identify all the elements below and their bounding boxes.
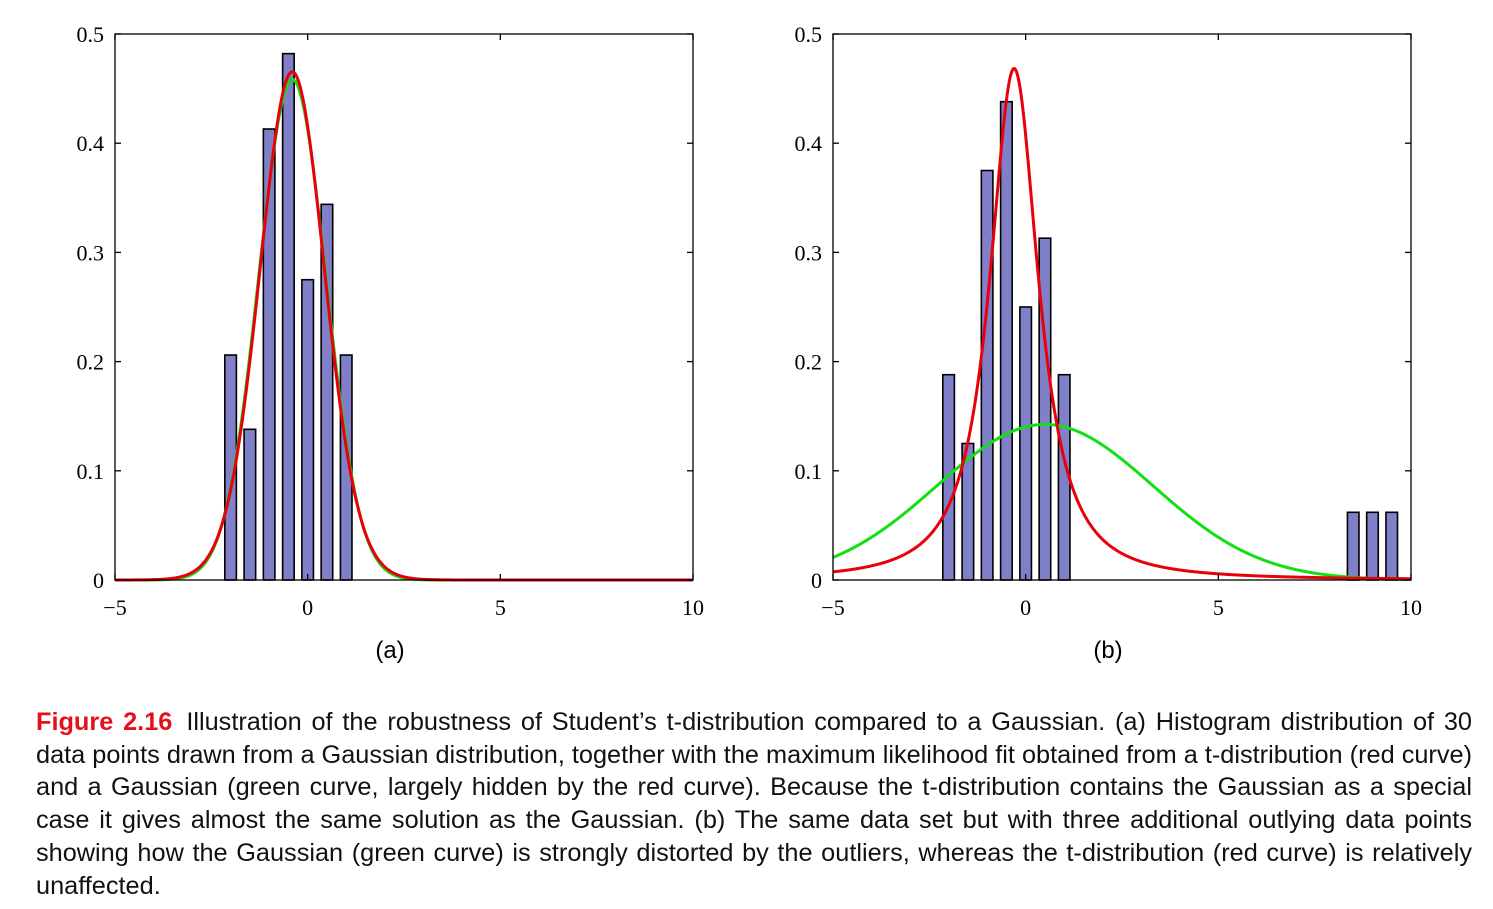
histogram-bar [301, 278, 315, 581]
x-tick-label: 10 [1400, 595, 1422, 620]
figure-caption: Figure 2.16 Illustration of the robustnes… [36, 706, 1472, 902]
x-tick-label: −5 [821, 595, 844, 620]
y-tick-label: 0.4 [795, 131, 823, 156]
x-tick-label: 5 [495, 595, 506, 620]
y-tick-label: 0 [93, 568, 104, 593]
y-tick-label: 0.1 [77, 459, 105, 484]
y-tick-label: 0.3 [795, 240, 823, 265]
axis-ticks [114, 33, 694, 581]
histogram-bars [942, 100, 1399, 581]
figure-label: Figure 2.16 [36, 708, 173, 736]
axis-ticks [832, 33, 1412, 581]
panel-label: (b) [1093, 637, 1122, 664]
t-distribution-curve [832, 66, 1412, 581]
histogram-bar [281, 52, 295, 581]
y-tick-label: 0.2 [77, 350, 105, 375]
histogram-bar [980, 169, 994, 581]
y-tick-label: 0.3 [77, 240, 105, 265]
t-distribution-curve [114, 70, 694, 582]
histogram-bar [1019, 306, 1033, 581]
histogram-bar [999, 100, 1013, 581]
gaussian-curve [114, 77, 694, 582]
y-tick-label: 0 [811, 568, 822, 593]
histogram-bar [1365, 511, 1380, 581]
y-tick-label: 0.5 [795, 22, 823, 47]
gaussian-curve [832, 422, 1412, 582]
x-tick-label: −5 [103, 595, 126, 620]
histogram-bar [1346, 511, 1360, 581]
plot-frame [832, 33, 1412, 581]
x-tick-label: 0 [302, 595, 313, 620]
histogram-bars [224, 52, 353, 581]
y-tick-label: 0.5 [77, 22, 105, 47]
histogram-bar [243, 428, 257, 581]
x-tick-label: 10 [682, 595, 704, 620]
caption-text: Illustration of the robustness of Studen… [36, 708, 1472, 900]
plot-frame [114, 33, 694, 581]
y-tick-label: 0.4 [77, 131, 105, 156]
x-tick-label: 5 [1213, 595, 1224, 620]
y-tick-label: 0.1 [795, 459, 823, 484]
x-tick-label: 0 [1020, 595, 1031, 620]
y-tick-label: 0.2 [795, 350, 823, 375]
histogram-bar [1385, 511, 1399, 581]
panel-label: (a) [375, 637, 404, 664]
